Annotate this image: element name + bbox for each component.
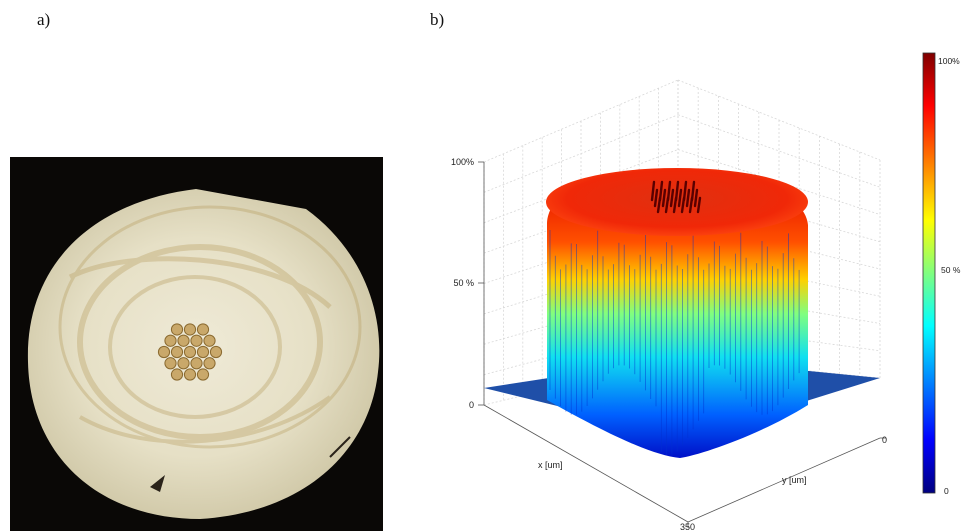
core-peak: [688, 196, 694, 214]
fiber-core: [183, 323, 197, 336]
x-axis-label: x [um]: [538, 460, 563, 470]
colorbar-tick-100: 100%: [938, 56, 960, 66]
fiber-core: [196, 323, 210, 336]
fiber-core: [190, 334, 203, 347]
z-tick-50: 50 %: [453, 278, 474, 288]
z-tick-100: 100%: [451, 157, 474, 167]
fiber-facet-photo: [10, 157, 383, 531]
fiber-core: [183, 368, 197, 381]
fiber-core: [203, 357, 216, 370]
core-peak: [650, 180, 656, 202]
core-peak: [661, 188, 667, 208]
x-axis: [483, 404, 689, 528]
core-peak: [696, 196, 702, 214]
core-peak: [656, 196, 662, 214]
intensity-surface-plot: 100% 50 % 0 x [um] y [um] 350 0: [451, 79, 887, 531]
core-peak: [669, 188, 675, 208]
colorbar: 100% 50 % 0: [922, 52, 961, 496]
fiber-core: [164, 357, 177, 370]
core-peak: [672, 196, 678, 214]
x-tick-label: 350: [680, 522, 695, 531]
core-peak: [685, 188, 691, 208]
y-axis-label: y [um]: [782, 475, 807, 485]
core-peak: [653, 188, 659, 208]
colorbar-tick-0: 0: [944, 486, 949, 496]
core-peak: [664, 196, 670, 214]
surface-ridges: [549, 230, 800, 455]
fiber-core: [177, 357, 190, 370]
y-tick-label: 0: [882, 435, 887, 445]
fiber-core: [177, 334, 190, 347]
colorbar-gradient: [922, 52, 936, 494]
fiber-core: [209, 345, 223, 359]
y-axis: [687, 437, 886, 523]
fiber-core: [196, 345, 210, 359]
fiber-core: [170, 323, 184, 336]
core-peak: [680, 196, 686, 214]
fiber-core: [164, 334, 177, 347]
colorbar-tick-50: 50 %: [941, 265, 961, 275]
core-peak: [677, 188, 683, 208]
fiber-core: [203, 334, 216, 347]
z-axis: [478, 161, 485, 406]
fiber-core: [157, 345, 171, 359]
fiber-core: [190, 357, 203, 370]
z-tick-0: 0: [469, 400, 474, 410]
core-peak: [693, 188, 699, 208]
core-peaks: [650, 180, 702, 214]
fiber-cores: [157, 323, 223, 381]
fiber-core: [183, 345, 197, 359]
fiber-core: [170, 345, 184, 359]
surface-top: [546, 168, 808, 236]
panel-b-label: b): [430, 10, 445, 29]
fiber-core: [196, 368, 210, 381]
fiber-core: [170, 368, 184, 381]
panel-a-label: a): [37, 10, 51, 29]
